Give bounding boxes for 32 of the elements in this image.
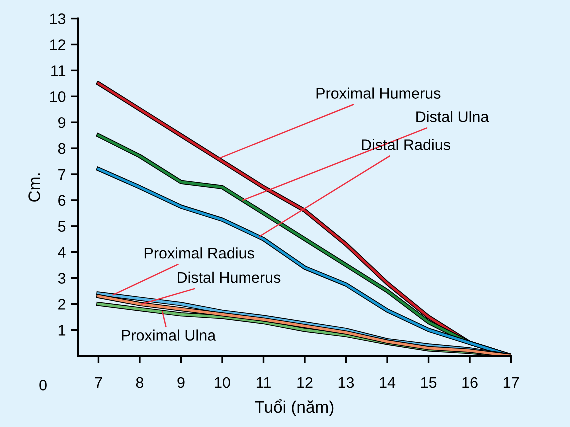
annotation: Proximal Humerus [316,88,441,99]
x-tick-label: 15 [421,378,437,388]
y-tick-label: 4 [58,247,66,258]
y-tick-label: 8 [58,143,66,154]
y-tick-label: 12 [50,40,66,50]
y-axis-title: Cm. [28,174,40,202]
x-tick-label: 14 [380,378,396,388]
y-tick-label: 13 [50,14,66,24]
y-tick-label: 6 [58,195,66,206]
x-tick-label: 13 [338,377,354,388]
y-tick-label: 9 [58,117,66,128]
x-tick-label: 10 [215,377,230,388]
y-tick-label: 2 [58,299,66,310]
y-tick-label: 10 [50,92,66,102]
y-tick-label: 3 [58,273,66,284]
x-tick-label: 11 [256,378,271,388]
annotation: Proximal Radius [144,248,254,259]
x-tick-label: 8 [136,377,144,388]
x-tick-label: 7 [95,378,102,388]
annotation: Distal Ulna [416,111,490,122]
annotation: Proximal Ulna [122,330,216,341]
y-tick-label: 1 [58,325,66,336]
x-tick-label: 17 [504,378,520,388]
annotation: Distal Humerus [178,272,281,284]
x-tick-label: 9 [178,377,185,388]
text: 0 [40,380,47,391]
x-axis-title: Tuổi (năm) [255,400,334,416]
x-tick-label: 12 [298,377,313,388]
y-tick-label: 5 [58,221,66,232]
x-tick-label: 16 [462,377,478,388]
y-tick-label: 7 [58,170,66,180]
y-tick-label: 11 [52,66,66,76]
